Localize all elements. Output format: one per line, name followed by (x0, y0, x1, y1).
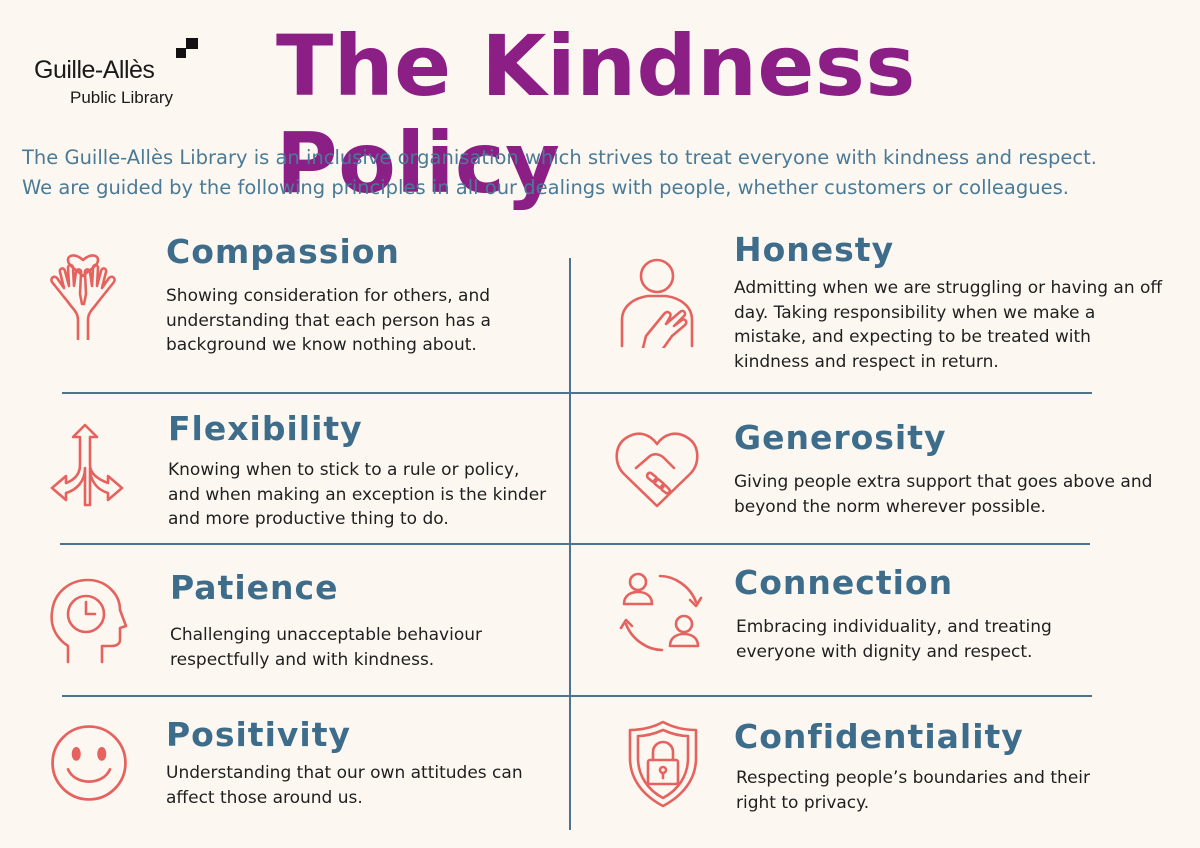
principle-title-positivity: Positivity (166, 715, 352, 754)
principle-description-patience: Challenging unacceptable behaviour respe… (170, 625, 482, 670)
principle-title-compassion: Compassion (166, 232, 400, 271)
people-cycle-icon (616, 568, 706, 658)
principle-description-honesty: Admitting when we are struggling or havi… (734, 278, 1163, 372)
principle-title-patience: Patience (170, 568, 339, 607)
principle-description-confidentiality: Respecting people’s boundaries and their… (736, 768, 1090, 813)
principle-title-generosity: Generosity (734, 418, 947, 457)
principle-description-positivity: Understanding that our own attitudes can… (166, 763, 523, 808)
principle-description-generosity: Giving people extra support that goes ab… (734, 472, 1153, 517)
heart-handshake-icon (612, 420, 702, 510)
row-divider-1 (62, 392, 1092, 394)
logo-subtitle: Public Library (70, 88, 173, 107)
row-divider-2 (60, 543, 1090, 545)
page-title: The Kindness Policy (276, 17, 916, 212)
intro-line-1: The Guille-Allès Library is an inclusive… (22, 146, 1097, 169)
principle-title-confidentiality: Confidentiality (734, 717, 1024, 756)
principle-title-honesty: Honesty (734, 230, 895, 269)
split-arrows-icon (40, 420, 130, 510)
hand-on-heart-icon (612, 258, 702, 354)
shield-lock-icon (618, 718, 708, 808)
logo-name: Guille-Allès (34, 56, 155, 84)
row-divider-3 (62, 695, 1092, 697)
library-logo: Guille-Allès Public Library (34, 38, 204, 110)
principle-description-compassion: Showing consideration for others, and un… (166, 286, 491, 355)
logo-squares-icon (176, 38, 198, 58)
smiley-face-icon (48, 722, 130, 804)
principle-description-flexibility: Knowing when to stick to a rule or polic… (168, 460, 547, 529)
intro-text: The Guille-Allès Library is an inclusive… (22, 143, 1192, 203)
hands-heart-icon (38, 250, 128, 342)
intro-line-2: We are guided by the following principle… (22, 176, 1069, 199)
principle-description-connection: Embracing individuality, and treating ev… (736, 617, 1052, 662)
principle-title-connection: Connection (734, 563, 954, 602)
head-clock-icon (40, 574, 130, 664)
principle-title-flexibility: Flexibility (168, 409, 363, 448)
